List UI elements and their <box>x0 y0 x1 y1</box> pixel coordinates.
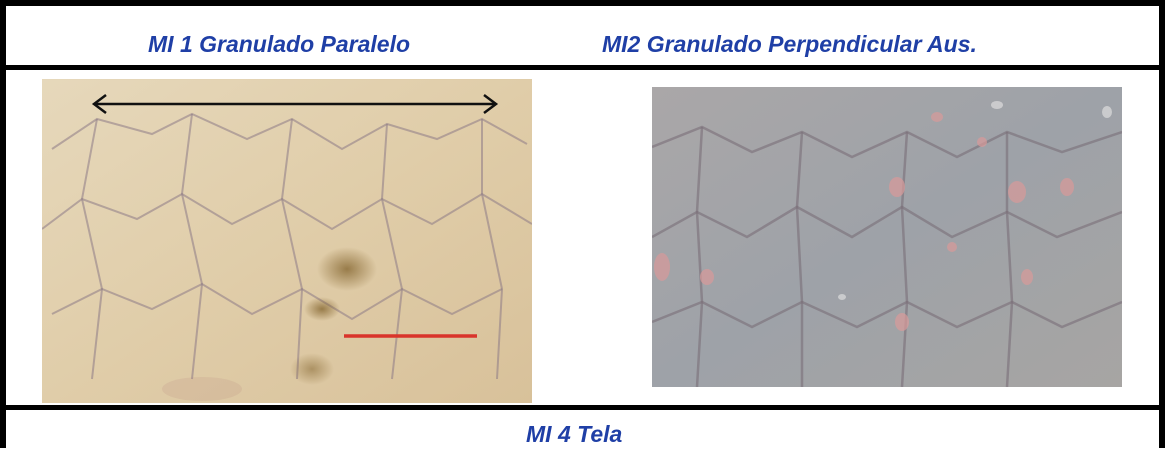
direction-arrow <box>91 94 499 114</box>
caption-footer: MI 4 Tela <box>526 421 623 447</box>
footer-row: MI 4 Tela <box>6 405 1159 454</box>
caption-left: MI 1 Granulado Paralelo <box>148 31 411 57</box>
granulado-paralelo-photo <box>42 79 532 403</box>
images-row <box>6 70 1159 405</box>
header-row: MI 1 Granulado Paralelo MI2 Granulado Pe… <box>6 6 1159 70</box>
caption-right: MI2 Granulado Perpendicular Aus. <box>602 31 977 57</box>
granulado-perpendicular-photo <box>652 87 1122 387</box>
